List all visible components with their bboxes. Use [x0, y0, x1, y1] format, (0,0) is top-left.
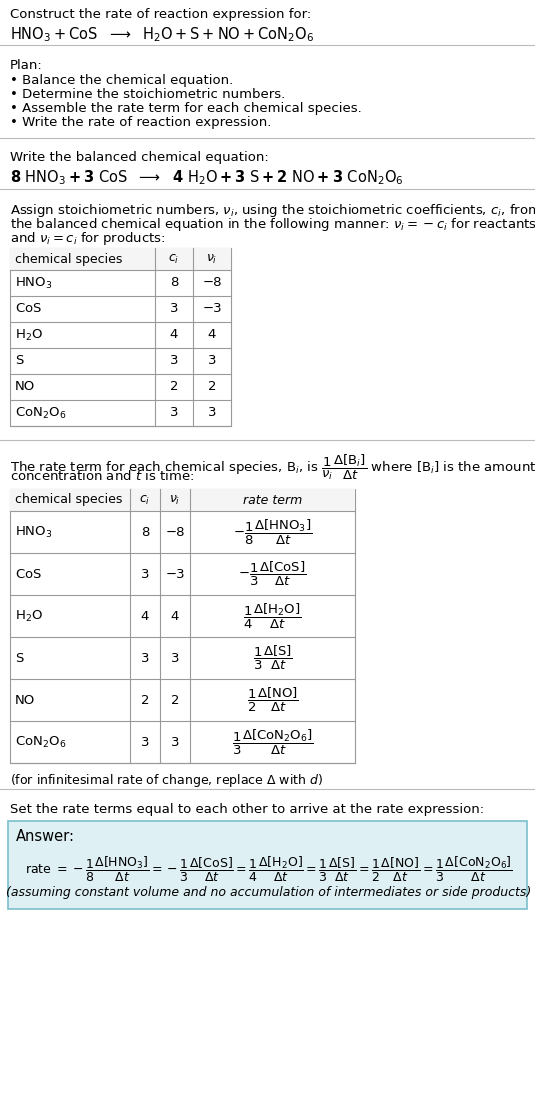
Text: −8: −8 — [165, 525, 185, 538]
Text: (for infinitesimal rate of change, replace $\Delta$ with $d$): (for infinitesimal rate of change, repla… — [10, 772, 323, 789]
Text: $\mathrm{CoS}$: $\mathrm{CoS}$ — [15, 567, 42, 581]
Text: $\dfrac{1}{3}\dfrac{\Delta[\mathrm{CoN_2O_6}]}{\Delta t}$: $\dfrac{1}{3}\dfrac{\Delta[\mathrm{CoN_2… — [232, 727, 314, 757]
Text: rate term: rate term — [243, 493, 302, 506]
Text: 2: 2 — [171, 694, 179, 707]
Text: • Determine the stoichiometric numbers.: • Determine the stoichiometric numbers. — [10, 88, 285, 101]
Text: $\mathbf{8\ \mathrm{HNO_3} + 3\ \mathrm{CoS}}$  $\longrightarrow$  $\mathbf{4\ \: $\mathbf{8\ \mathrm{HNO_3} + 3\ \mathrm{… — [10, 168, 404, 187]
Text: the balanced chemical equation in the following manner: $\nu_i = -c_i$ for react: the balanced chemical equation in the fo… — [10, 216, 535, 233]
Text: 8: 8 — [170, 277, 178, 289]
Text: $-\dfrac{1}{3}\dfrac{\Delta[\mathrm{CoS}]}{\Delta t}$: $-\dfrac{1}{3}\dfrac{\Delta[\mathrm{CoS}… — [238, 560, 307, 588]
Text: rate $= -\dfrac{1}{8}\dfrac{\Delta[\mathrm{HNO_3}]}{\Delta t} = -\dfrac{1}{3}\df: rate $= -\dfrac{1}{8}\dfrac{\Delta[\math… — [25, 855, 513, 884]
Text: $\dfrac{1}{3}\dfrac{\Delta[\mathrm{S}]}{\Delta t}$: $\dfrac{1}{3}\dfrac{\Delta[\mathrm{S}]}{… — [253, 644, 293, 673]
Text: 2: 2 — [170, 380, 178, 393]
Text: $\mathrm{HNO_3 + CoS}$  $\longrightarrow$  $\mathrm{H_2O + S + NO + CoN_2O_6}$: $\mathrm{HNO_3 + CoS}$ $\longrightarrow$… — [10, 25, 314, 43]
Text: • Balance the chemical equation.: • Balance the chemical equation. — [10, 74, 233, 88]
Text: $c_i$: $c_i$ — [140, 493, 151, 506]
Text: Write the balanced chemical equation:: Write the balanced chemical equation: — [10, 151, 269, 164]
Text: and $\nu_i = c_i$ for products:: and $\nu_i = c_i$ for products: — [10, 230, 166, 247]
Text: S: S — [15, 652, 24, 665]
Text: $\nu_i$: $\nu_i$ — [169, 493, 181, 506]
Text: 3: 3 — [141, 567, 149, 581]
Text: 3: 3 — [171, 652, 179, 665]
Text: chemical species: chemical species — [15, 493, 123, 506]
Text: $\mathrm{H_2O}$: $\mathrm{H_2O}$ — [15, 608, 43, 624]
Text: 2: 2 — [208, 380, 216, 393]
Text: Set the rate terms equal to each other to arrive at the rate expression:: Set the rate terms equal to each other t… — [10, 803, 484, 815]
Text: $\mathrm{H_2O}$: $\mathrm{H_2O}$ — [15, 328, 43, 342]
Text: 4: 4 — [208, 328, 216, 341]
Text: $\nu_i$: $\nu_i$ — [207, 253, 218, 266]
Text: 3: 3 — [170, 355, 178, 368]
Text: 3: 3 — [170, 407, 178, 420]
Text: $\mathrm{CoS}$: $\mathrm{CoS}$ — [15, 302, 42, 316]
Text: Plan:: Plan: — [10, 59, 43, 72]
Text: Construct the rate of reaction expression for:: Construct the rate of reaction expressio… — [10, 8, 311, 21]
Text: 8: 8 — [141, 525, 149, 538]
Text: $c_i$: $c_i$ — [169, 253, 180, 266]
Bar — [10, 489, 355, 511]
Text: • Write the rate of reaction expression.: • Write the rate of reaction expression. — [10, 116, 271, 129]
Text: 4: 4 — [171, 609, 179, 623]
Bar — [8, 821, 527, 909]
Text: 3: 3 — [170, 302, 178, 316]
Text: 3: 3 — [208, 407, 216, 420]
Text: 3: 3 — [208, 355, 216, 368]
Text: $\mathrm{HNO_3}$: $\mathrm{HNO_3}$ — [15, 276, 52, 290]
Text: −3: −3 — [165, 567, 185, 581]
Text: $\mathrm{CoN_2O_6}$: $\mathrm{CoN_2O_6}$ — [15, 735, 66, 749]
Text: 3: 3 — [141, 652, 149, 665]
Text: chemical species: chemical species — [15, 253, 123, 266]
Text: $\mathrm{CoN_2O_6}$: $\mathrm{CoN_2O_6}$ — [15, 406, 66, 421]
Text: 3: 3 — [141, 736, 149, 749]
Bar — [10, 248, 231, 425]
Text: $\dfrac{1}{4}\dfrac{\Delta[\mathrm{H_2O}]}{\Delta t}$: $\dfrac{1}{4}\dfrac{\Delta[\mathrm{H_2O}… — [243, 602, 302, 630]
Text: • Assemble the rate term for each chemical species.: • Assemble the rate term for each chemic… — [10, 102, 362, 115]
Text: $\dfrac{1}{2}\dfrac{\Delta[\mathrm{NO}]}{\Delta t}$: $\dfrac{1}{2}\dfrac{\Delta[\mathrm{NO}]}… — [247, 686, 299, 714]
Text: 3: 3 — [171, 736, 179, 749]
Text: NO: NO — [15, 380, 35, 393]
Text: 4: 4 — [170, 328, 178, 341]
Text: $\mathrm{HNO_3}$: $\mathrm{HNO_3}$ — [15, 524, 52, 540]
Text: Assign stoichiometric numbers, $\nu_i$, using the stoichiometric coefficients, $: Assign stoichiometric numbers, $\nu_i$, … — [10, 202, 535, 219]
Text: 2: 2 — [141, 694, 149, 707]
Bar — [10, 489, 355, 763]
Text: −3: −3 — [202, 302, 222, 316]
Text: The rate term for each chemical species, $\mathrm{B}_i$, is $\dfrac{1}{\nu_i}\df: The rate term for each chemical species,… — [10, 453, 535, 482]
Text: Answer:: Answer: — [16, 829, 75, 844]
Text: (assuming constant volume and no accumulation of intermediates or side products): (assuming constant volume and no accumul… — [6, 886, 531, 899]
Text: −8: −8 — [202, 277, 221, 289]
Bar — [10, 248, 231, 270]
Text: $-\dfrac{1}{8}\dfrac{\Delta[\mathrm{HNO_3}]}{\Delta t}$: $-\dfrac{1}{8}\dfrac{\Delta[\mathrm{HNO_… — [233, 517, 312, 546]
Text: 4: 4 — [141, 609, 149, 623]
Text: NO: NO — [15, 694, 35, 707]
Text: concentration and $t$ is time:: concentration and $t$ is time: — [10, 469, 194, 483]
Text: S: S — [15, 355, 24, 368]
